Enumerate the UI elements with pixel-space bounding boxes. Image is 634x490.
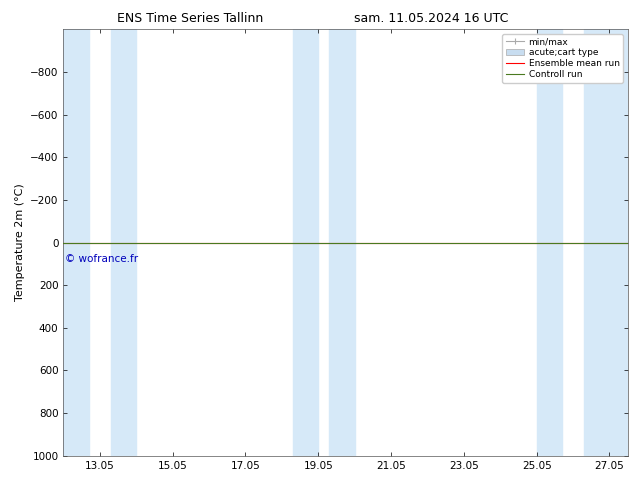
Bar: [111, 29, 136, 456]
Y-axis label: Temperature 2m (°C): Temperature 2m (°C): [15, 184, 25, 301]
Bar: [329, 29, 354, 456]
Text: sam. 11.05.2024 16 UTC: sam. 11.05.2024 16 UTC: [354, 12, 508, 25]
Bar: [584, 29, 628, 456]
Text: ENS Time Series Tallinn: ENS Time Series Tallinn: [117, 12, 263, 25]
Bar: [63, 29, 89, 456]
Legend: min/max, acute;cart type, Ensemble mean run, Controll run: min/max, acute;cart type, Ensemble mean …: [502, 34, 623, 82]
Text: © wofrance.fr: © wofrance.fr: [65, 254, 138, 264]
Bar: [536, 29, 562, 456]
Bar: [293, 29, 318, 456]
